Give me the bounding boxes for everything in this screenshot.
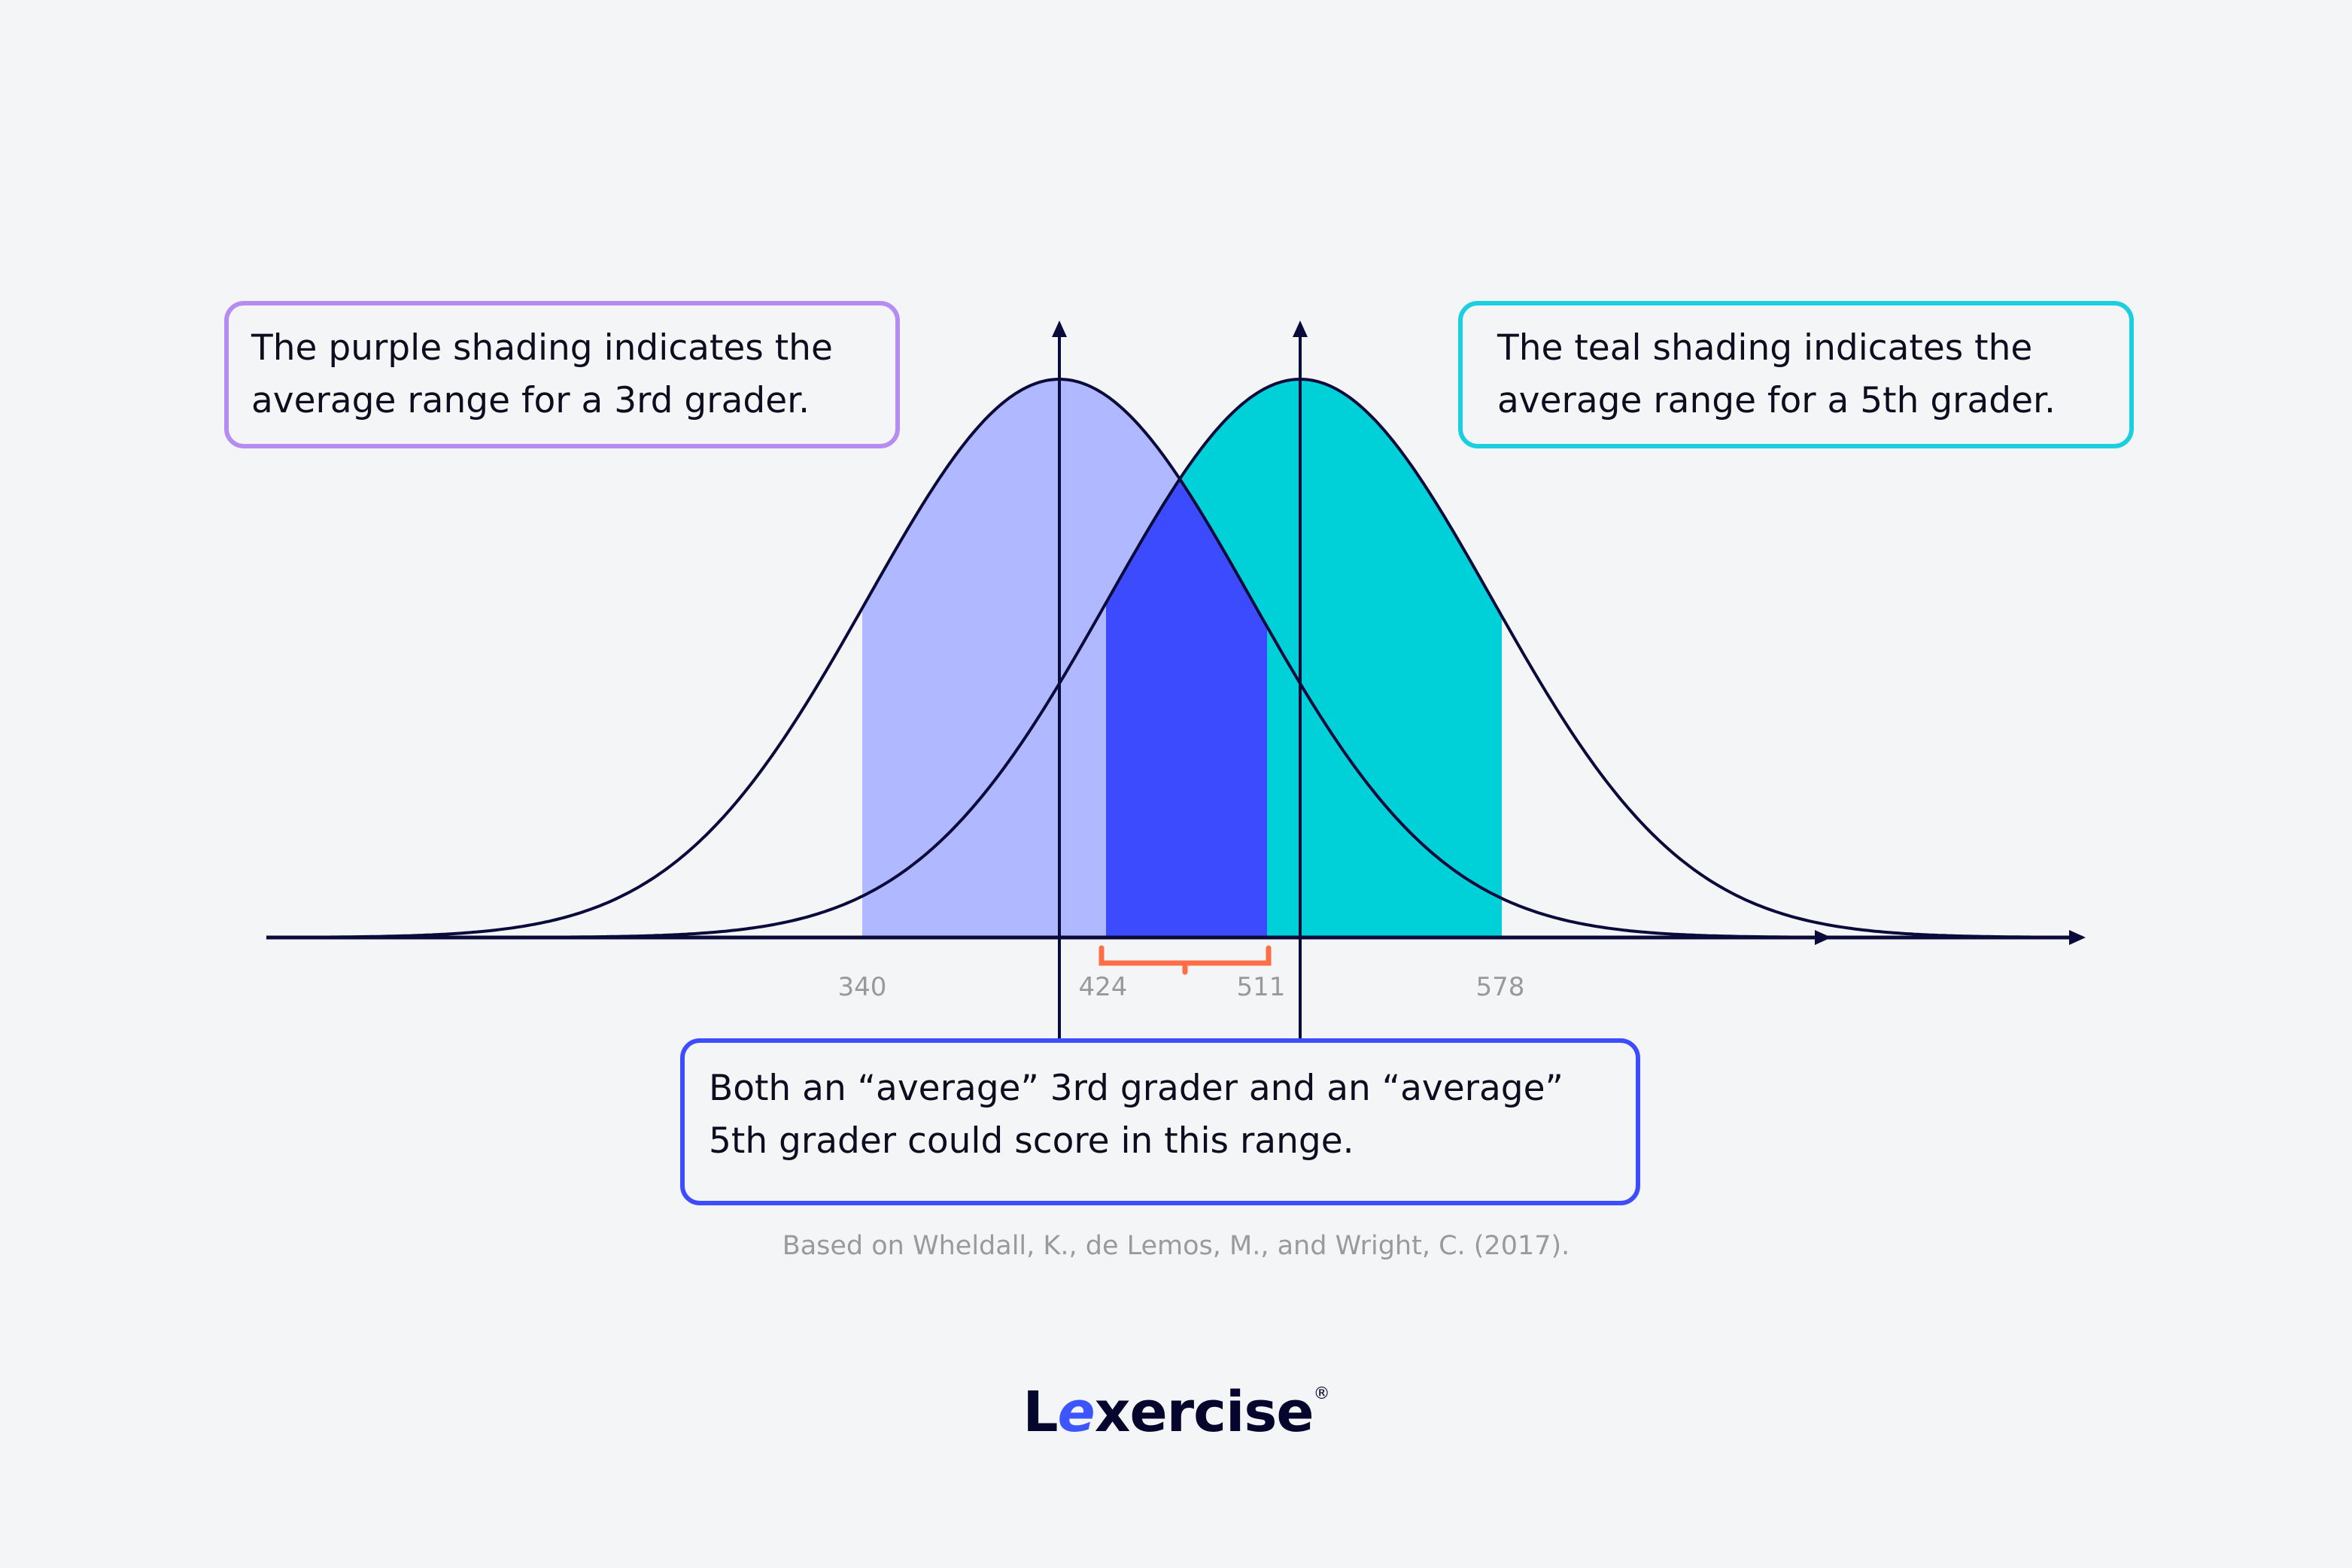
overlap-annotation-box: Both an “average” 3rd grader and an “ave…	[680, 1038, 1640, 1205]
purple-annotation-box: The purple shading indicates the average…	[224, 301, 900, 448]
lexercise-logo: Lexercise®	[0, 1380, 2352, 1445]
x-axis-arrow-icon	[2069, 930, 2086, 945]
curve-3rd-grade	[266, 378, 1829, 939]
tick-label: 424	[1078, 972, 1128, 1002]
up-arrow-icon	[1052, 321, 1067, 337]
curve-5th-grade	[512, 377, 2083, 939]
x-axis-arrow-icon	[1815, 930, 1831, 945]
up-arrow-icon	[1293, 321, 1308, 337]
overlap-bracket	[1099, 945, 1272, 975]
source-citation: Based on Wheldall, K., de Lemos, M., and…	[782, 1231, 1570, 1261]
teal-annotation-box: The teal shading indicates the average r…	[1458, 301, 2134, 448]
tick-label: 340	[837, 972, 887, 1002]
tick-label: 511	[1236, 972, 1286, 1002]
logo-text: L	[1023, 1380, 1058, 1445]
registered-mark: ®	[1313, 1384, 1330, 1403]
tick-label: 578	[1475, 972, 1525, 1002]
overlap-shading	[1106, 479, 1267, 937]
logo-text: xercise	[1094, 1380, 1314, 1445]
logo-e: e	[1057, 1380, 1095, 1445]
